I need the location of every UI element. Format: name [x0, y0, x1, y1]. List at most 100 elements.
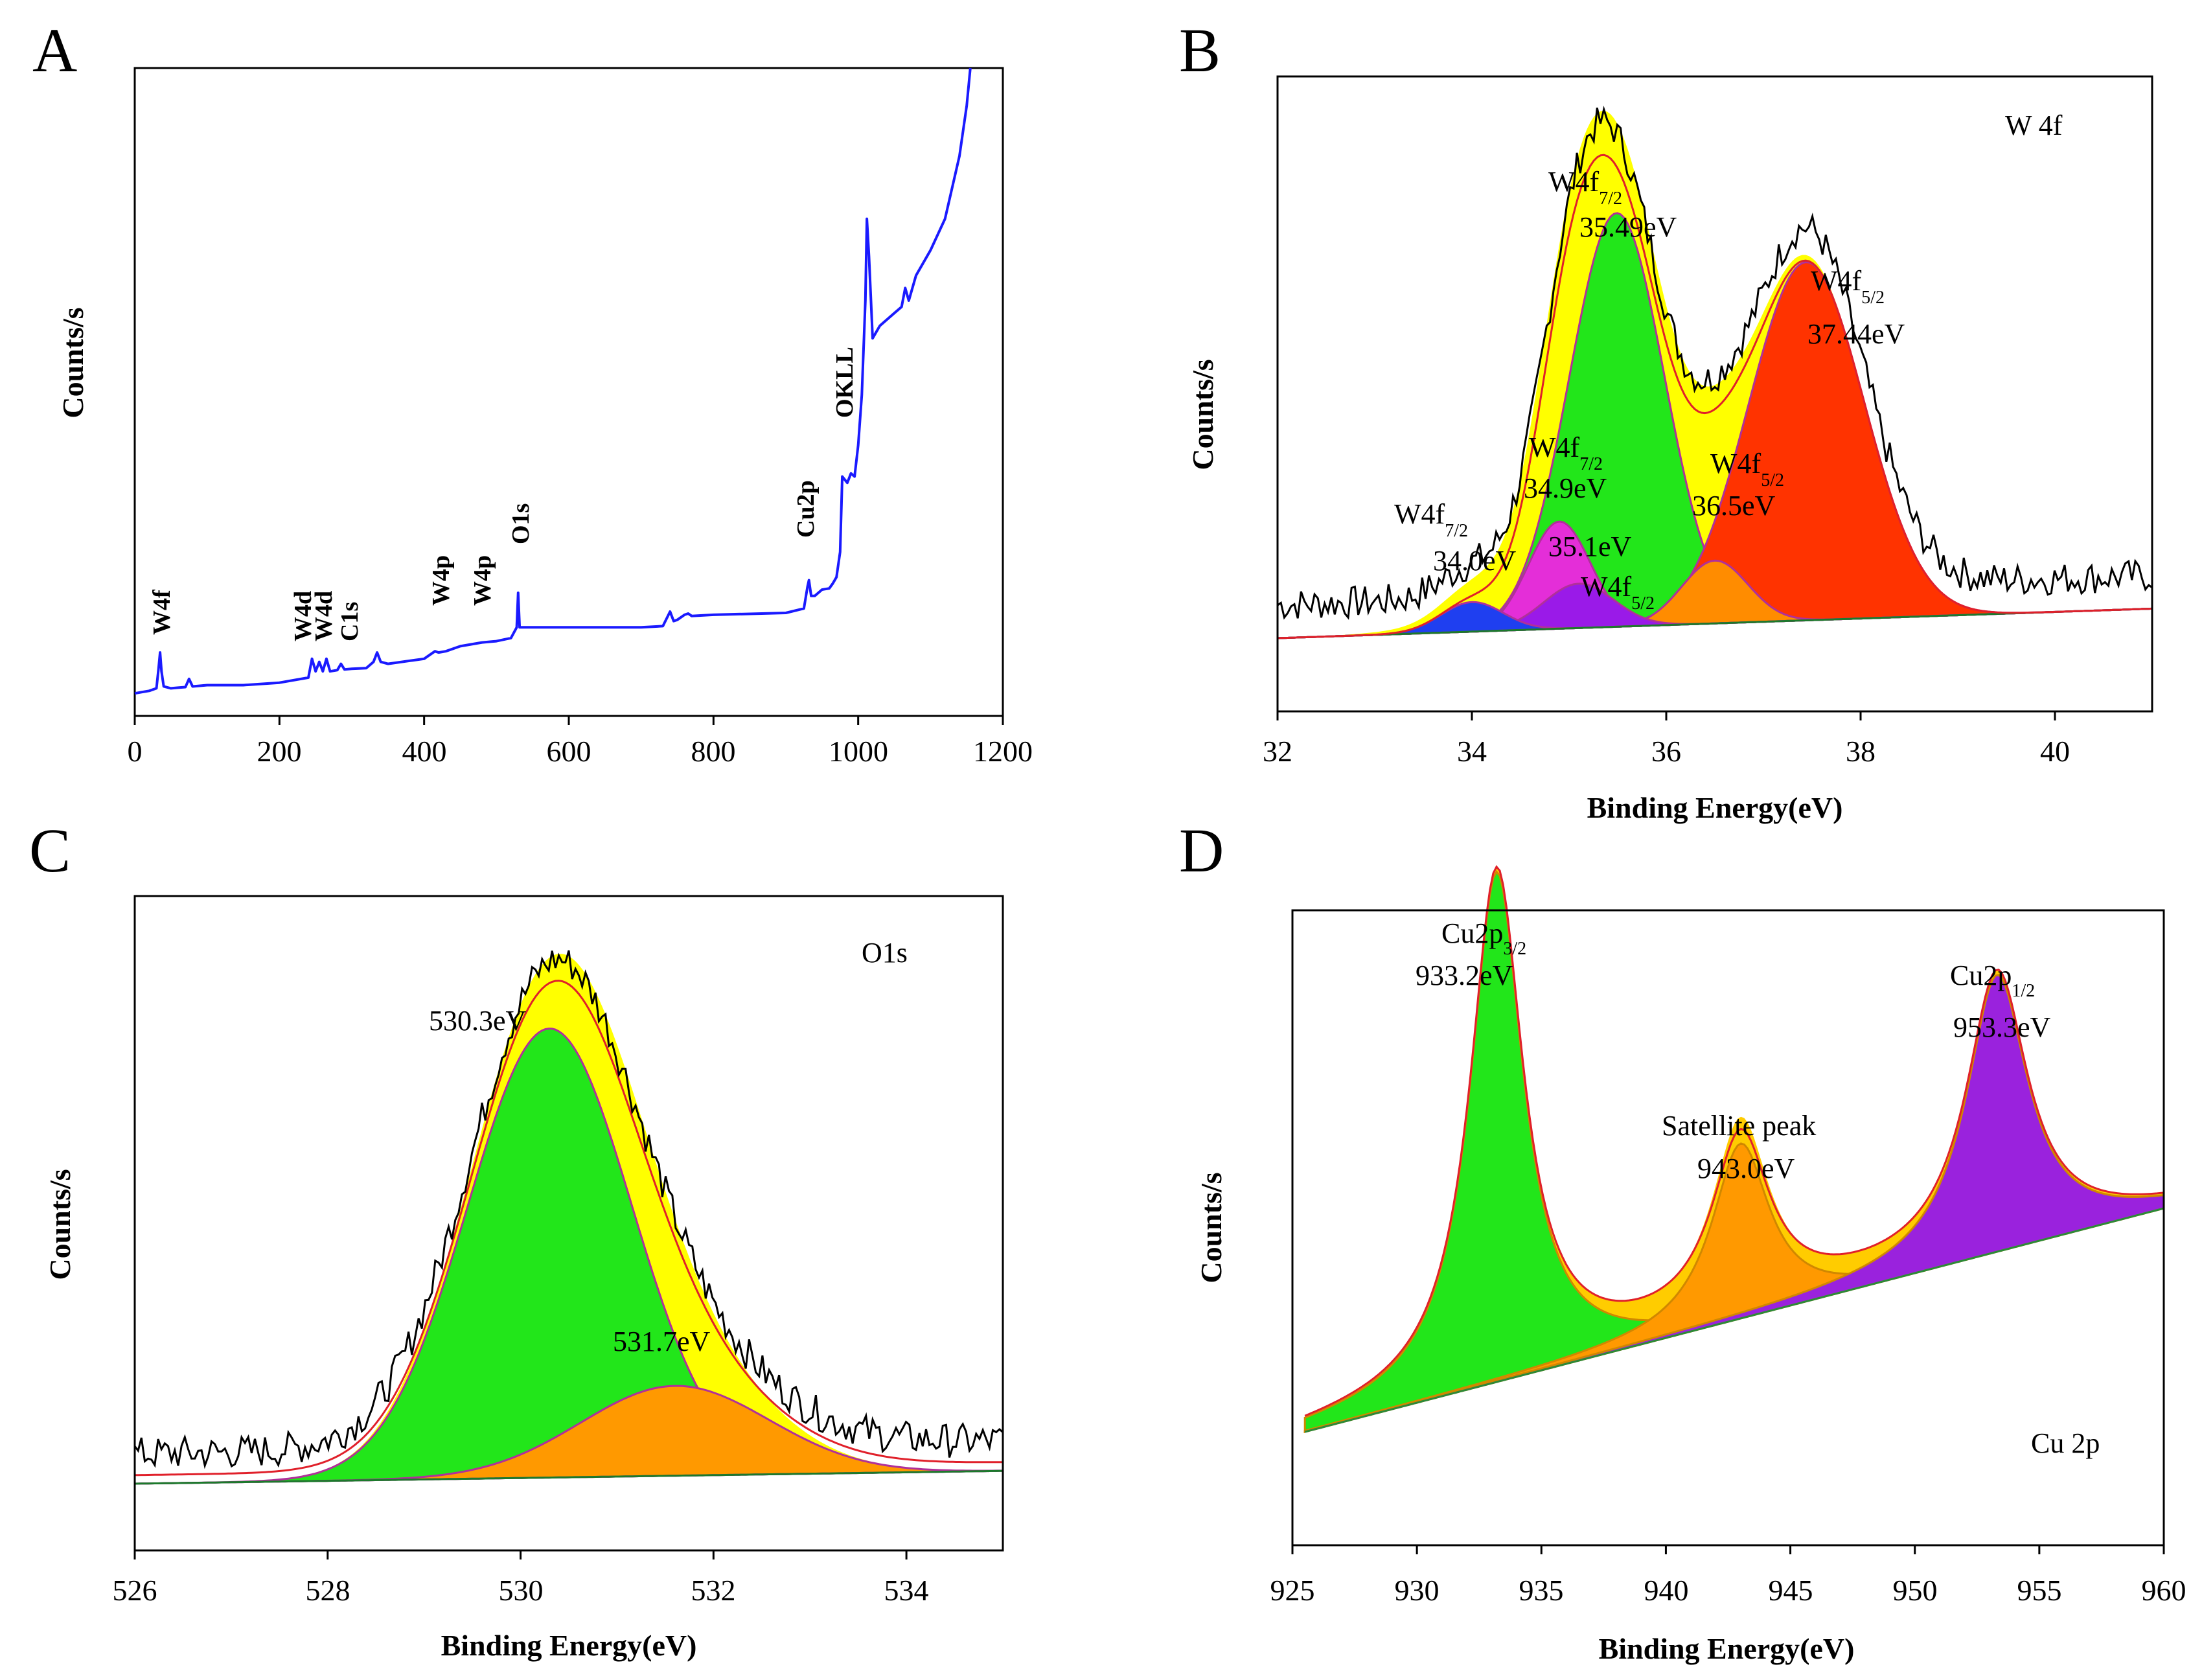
peak-energy: 933.2eV — [1416, 960, 1513, 991]
x-tick-label: 34 — [1457, 735, 1487, 768]
label-main: W4f — [1394, 498, 1445, 530]
peak-label-okll: OKLL — [831, 347, 858, 418]
x-ticks-a — [133, 716, 1004, 725]
x-tick-label: 950 — [1893, 1574, 1938, 1607]
peak-label: Cu2p1/2 — [1950, 960, 2035, 1001]
plot-frame-c — [133, 895, 1004, 1552]
label-main: W4f — [1811, 265, 1862, 297]
x-tick-label: 530 — [499, 1574, 544, 1607]
label-sub: 5/2 — [1761, 470, 1784, 490]
peak-component — [134, 1028, 1004, 1485]
peak-label-cu2p: Cu2p — [792, 480, 820, 538]
peak-label-w4p: W4p — [428, 555, 455, 606]
x-tick-label: 800 — [691, 735, 736, 768]
baseline — [1304, 1207, 2164, 1433]
x-tick-label: 36 — [1651, 735, 1681, 768]
peak-energy: 35.1eV — [1548, 531, 1632, 562]
o1s-spectrum — [133, 950, 1004, 1485]
plot-frame-d — [1291, 909, 2165, 1547]
panel-b: B 32 34 36 38 40 Binding Energy(eV) Coun… — [1179, 16, 2153, 824]
x-ticks-b — [1276, 711, 2056, 720]
label-sub: 7/2 — [1599, 189, 1622, 209]
label-sub: 1/2 — [2012, 981, 2035, 1001]
panel-letter-b: B — [1179, 16, 1221, 85]
fit-envelope — [1304, 865, 2164, 1417]
peak-label: W4f7/2 — [1529, 432, 1603, 474]
peak-label-o1s: O1s — [507, 503, 534, 544]
peak-energy: 34.9eV — [1524, 472, 1607, 504]
y-axis-label-d: Counts/s — [1195, 1172, 1228, 1283]
x-tick-label: 600 — [547, 735, 591, 768]
x-tick-label: 925 — [1270, 1574, 1315, 1607]
peak-label: W4f5/2 — [1710, 448, 1784, 490]
y-axis-label-a: Counts/s — [56, 307, 89, 418]
y-axis-label-c: Counts/s — [43, 1169, 76, 1280]
survey-spectrum — [134, 67, 972, 695]
x-tick-label: 955 — [2017, 1574, 2062, 1607]
x-tick-label: 1200 — [973, 735, 1033, 768]
peak-label: Satellite peak — [1662, 1110, 1816, 1142]
label-sub: 7/2 — [1579, 454, 1603, 474]
x-tick-label: 930 — [1395, 1574, 1440, 1607]
raw-spectrum — [133, 950, 1004, 1469]
x-tick-label: 40 — [2040, 735, 2070, 768]
x-tick-label: 940 — [1644, 1574, 1689, 1607]
peak-energy: 530.3eV — [429, 1005, 527, 1037]
x-tick-label: 528 — [306, 1574, 350, 1607]
peak-label-w4d: W4d — [290, 591, 317, 641]
panel-title-b: W 4f — [2005, 109, 2063, 141]
peak-energy: 943.0eV — [1697, 1153, 1795, 1184]
peak-label-w4p: W4p — [469, 555, 496, 606]
x-tick-label: 945 — [1769, 1574, 1813, 1607]
label-main: W4f — [1529, 432, 1580, 463]
label-main: W4f — [1581, 571, 1632, 603]
peak-label: W4f7/2 — [1394, 498, 1468, 541]
x-tick-label: 526 — [113, 1574, 157, 1607]
y-axis-label-b: Counts/s — [1186, 359, 1219, 470]
peak-label: W4f5/2 — [1811, 265, 1885, 308]
x-axis-label-b: Binding Energy(eV) — [1587, 791, 1843, 824]
peak-energy: 36.5eV — [1692, 490, 1776, 522]
x-tick-label: 38 — [1846, 735, 1876, 768]
x-tick-label: 0 — [128, 735, 143, 768]
label-main: W4f — [1548, 166, 1600, 198]
plot-frame-a — [133, 67, 1004, 717]
fit-envelope — [1277, 154, 2153, 639]
cu2p-spectrum — [1303, 865, 2165, 1433]
panel-a: A 0 200 400 600 800 1000 1200 Counts/s W… — [32, 16, 1033, 768]
x-axis-label-d: Binding Energy(eV) — [1599, 1632, 1855, 1665]
panel-letter-d: D — [1179, 816, 1224, 885]
peak-energy: 34.0eV — [1433, 545, 1517, 577]
panel-title-d: Cu 2p — [2031, 1427, 2100, 1459]
label-sub: 5/2 — [1631, 593, 1655, 614]
x-ticks-c — [133, 1550, 908, 1559]
panel-letter-c: C — [29, 816, 71, 885]
x-tick-label: 32 — [1263, 735, 1292, 768]
x-tick-label: 1000 — [829, 735, 888, 768]
label-main: W4f — [1710, 448, 1761, 479]
peak-label-w4f: W4f — [148, 589, 176, 635]
peak-label-w4d: W4d — [310, 591, 338, 641]
label-main: Cu2p — [1950, 960, 2012, 991]
peak-label-c1s: C1s — [336, 602, 363, 641]
plot-frame-b — [1276, 75, 2153, 713]
x-tick-label: 534 — [884, 1574, 929, 1607]
panel-title-c: O1s — [862, 937, 908, 969]
peak-energy: 37.44eV — [1807, 318, 1905, 350]
peak-label: W4f7/2 — [1548, 166, 1622, 209]
fit-envelope — [134, 980, 1003, 1477]
survey-line — [134, 67, 972, 695]
x-tick-label: 935 — [1519, 1574, 1564, 1607]
panel-c: C 526 528 530 532 534 Binding Energy(eV)… — [29, 816, 1004, 1662]
peak-energy: 953.3eV — [1953, 1011, 2051, 1043]
x-tick-label: 400 — [402, 735, 447, 768]
x-axis-label-c: Binding Energy(eV) — [441, 1629, 697, 1662]
w4f-spectrum — [1277, 106, 2153, 639]
raw-spectrum — [1277, 106, 2153, 620]
label-main: Cu2p — [1441, 917, 1503, 949]
panel-letter-a: A — [32, 16, 77, 85]
label-sub: 3/2 — [1503, 939, 1526, 959]
peak-energy: 531.7eV — [613, 1326, 711, 1357]
label-sub: 5/2 — [1861, 288, 1885, 308]
peak-energy: 35.49eV — [1579, 211, 1677, 243]
